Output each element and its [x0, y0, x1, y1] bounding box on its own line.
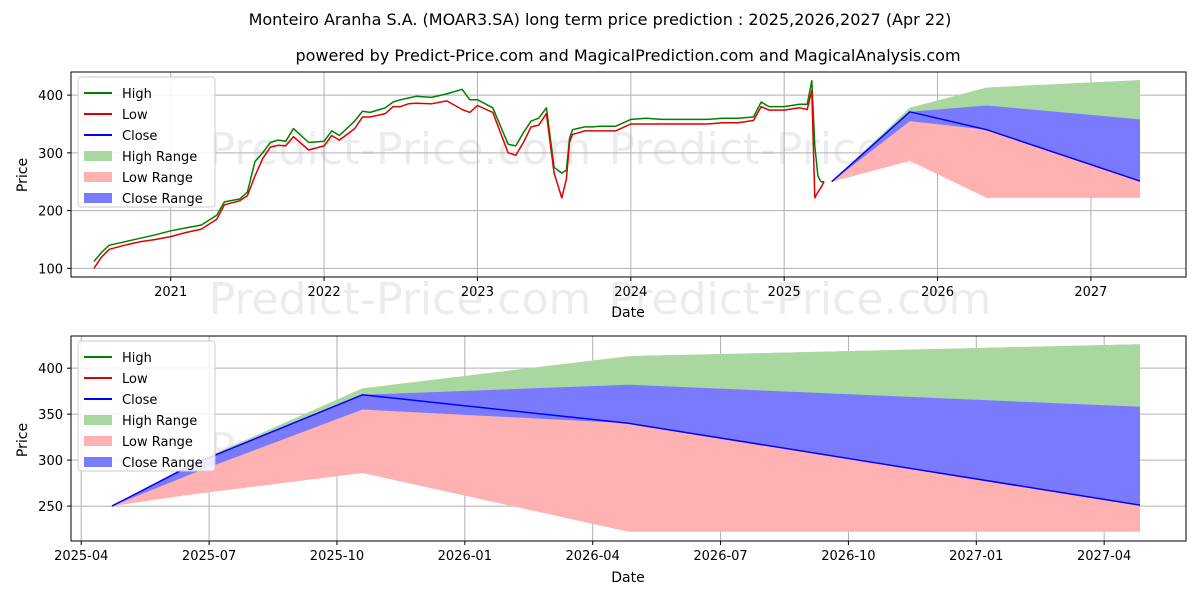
y-tick-label: 300	[38, 147, 63, 162]
watermark: Predict-Price.com	[209, 274, 592, 325]
close-line	[111, 394, 1141, 507]
close-line	[831, 111, 1141, 183]
legend-swatch	[84, 457, 112, 467]
close-range-band	[831, 105, 1140, 182]
x-tick-label: 2026-10	[821, 549, 875, 564]
top-axes-frame	[70, 71, 1187, 278]
legend-swatch	[84, 193, 112, 203]
x-tick-label: 2025-07	[182, 549, 236, 564]
close-range-band	[111, 384, 1140, 507]
x-tick-label: 2025-10	[310, 549, 364, 564]
y-tick-label: 100	[38, 262, 63, 277]
top-y-axis-label: Price	[15, 158, 31, 192]
y-tick-label: 200	[38, 205, 63, 220]
x-tick-label: 2023	[461, 285, 494, 300]
x-tick-label: 2025	[768, 285, 801, 300]
top-legend: High Low Close High Range Low Range Close Ran…	[77, 76, 216, 208]
bottom-y-axis-label: Price	[15, 423, 31, 457]
x-tick-label: 2027-04	[1077, 549, 1131, 564]
legend-swatch	[84, 415, 112, 425]
x-tick-label: 2024	[614, 285, 647, 300]
legend-label: Close Range	[122, 456, 203, 471]
legend-swatch	[84, 172, 112, 182]
legend-label: High Range	[122, 414, 197, 429]
x-tick-label: 2026	[921, 285, 954, 300]
legend-box	[77, 76, 216, 208]
x-tick-label: 2021	[154, 285, 187, 300]
bottom-axes-frame	[70, 335, 1187, 542]
legend-box	[77, 340, 216, 472]
chart-title: Monteiro Aranha S.A. (MOAR3.SA) long ter…	[249, 10, 952, 29]
x-tick-label: 2022	[308, 285, 341, 300]
legend-label: High	[122, 87, 152, 102]
bottom-chart-panel: Predict-Price.com Predict-Price.com 2025…	[15, 335, 1187, 586]
low-line	[93, 89, 825, 269]
legend-label: Close	[122, 393, 157, 408]
top-x-axis-label: Date	[611, 305, 644, 321]
legend-label: Low	[122, 372, 148, 387]
x-tick-label: 2026-04	[566, 549, 620, 564]
chart-subtitle: powered by Predict-Price.com and Magical…	[295, 46, 960, 65]
legend-label: High Range	[122, 150, 197, 165]
y-tick-label: 350	[38, 408, 63, 423]
legend-label: Close Range	[122, 192, 203, 207]
x-tick-label: 2027	[1074, 285, 1107, 300]
watermark: Predict-Price.com	[609, 274, 992, 325]
high-range-band	[831, 80, 1140, 182]
y-tick-label: 300	[38, 454, 63, 469]
legend-label: Close	[122, 129, 157, 144]
high-line	[93, 79, 824, 262]
legend-label: High	[122, 351, 152, 366]
x-tick-label: 2025-04	[54, 549, 108, 564]
y-tick-label: 250	[38, 500, 63, 515]
top-chart-panel: Predict-Price.com Predict-Price.com Pred…	[15, 71, 1187, 325]
x-tick-label: 2027-01	[949, 549, 1003, 564]
legend-swatch	[84, 436, 112, 446]
bottom-x-axis-label: Date	[611, 570, 644, 586]
legend-label: Low	[122, 108, 148, 123]
legend-swatch	[84, 151, 112, 161]
bottom-legend: High Low Close High Range Low Range Close Ran…	[77, 340, 216, 472]
y-tick-label: 400	[38, 89, 63, 104]
x-tick-label: 2026-01	[438, 549, 492, 564]
x-tick-label: 2026-07	[693, 549, 747, 564]
y-tick-label: 400	[38, 362, 63, 377]
high-range-band	[111, 344, 1140, 507]
legend-label: Low Range	[122, 435, 193, 450]
legend-label: Low Range	[122, 171, 193, 186]
